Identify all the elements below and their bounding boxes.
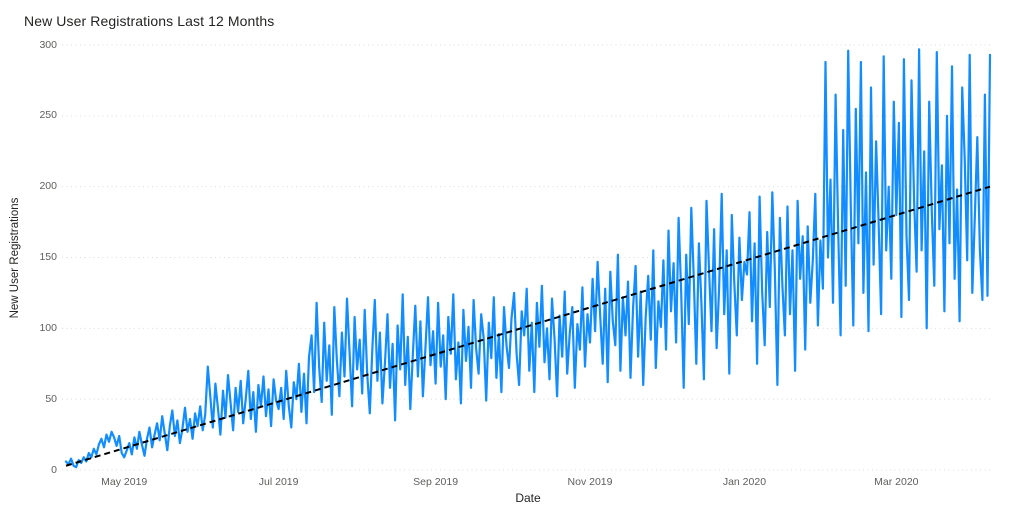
- x-axis-tick-label: Mar 2020: [874, 476, 919, 488]
- chart-title: New User Registrations Last 12 Months: [24, 13, 275, 29]
- y-axis-tick-label: 300: [39, 38, 57, 51]
- y-axis-tick-label: 50: [45, 392, 57, 405]
- registrations-series-line[interactable]: [64, 48, 992, 469]
- x-axis-tick-label: Nov 2019: [567, 476, 613, 488]
- trend-line[interactable]: [65, 185, 991, 467]
- x-axis-tick-label: Jan 2020: [722, 476, 767, 488]
- x-axis-title: Date: [515, 491, 541, 505]
- y-axis-tick-label: 0: [51, 463, 57, 476]
- x-axis-tick-label: Jul 2019: [258, 476, 299, 488]
- y-axis-tick-label: 200: [39, 180, 57, 193]
- x-axis-tick-label: Sep 2019: [413, 476, 459, 488]
- x-axis-tick-label: May 2019: [101, 476, 148, 488]
- y-axis-tick-label: 250: [39, 109, 57, 122]
- y-axis-tick-label: 150: [39, 251, 57, 263]
- y-axis-tick-label: 100: [39, 321, 57, 334]
